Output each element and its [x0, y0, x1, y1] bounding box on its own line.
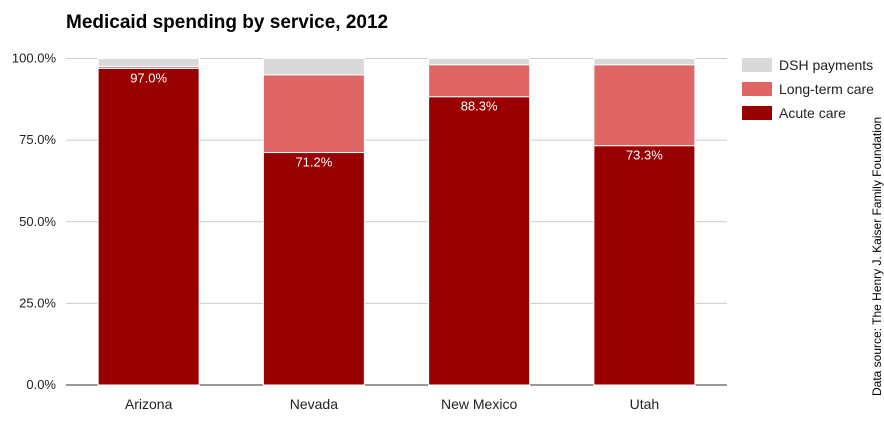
data-label: 97.0% — [130, 70, 167, 85]
y-tick-label: 0.0% — [26, 377, 56, 392]
y-tick-label: 25.0% — [19, 295, 56, 310]
legend-label: Acute care — [779, 105, 846, 121]
bar-segment — [262, 74, 365, 154]
data-label: 88.3% — [461, 99, 498, 114]
chart-title: Medicaid spending by service, 2012 — [66, 12, 389, 33]
y-tick-label: 100.0% — [12, 51, 57, 66]
x-tick-label: Arizona — [125, 396, 173, 412]
bar-segment — [593, 145, 696, 386]
data-label: 73.3% — [626, 148, 663, 163]
x-tick-label: Nevada — [290, 396, 338, 412]
legend-swatch — [742, 58, 772, 72]
legend-swatch — [742, 82, 772, 96]
bar-segment — [97, 58, 200, 67]
bar-segment — [428, 64, 531, 98]
bar-segment — [97, 67, 200, 386]
bar-segment — [593, 64, 696, 147]
bar-segment — [262, 152, 365, 386]
bar-segment — [262, 58, 365, 76]
legend-label: DSH payments — [779, 57, 873, 73]
data-label: 71.2% — [295, 155, 332, 170]
bar-segment — [428, 58, 531, 66]
bar-segment — [428, 96, 531, 386]
y-tick-label: 75.0% — [19, 132, 56, 147]
legend-label: Long-term care — [779, 81, 874, 97]
y-tick-label: 50.0% — [19, 214, 56, 229]
data-source-note: Data source: The Henry J. Kaiser Family … — [870, 116, 884, 396]
legend-swatch — [742, 106, 772, 120]
x-tick-label: Utah — [630, 396, 660, 412]
bar-segment — [593, 58, 696, 66]
x-tick-label: New Mexico — [441, 396, 517, 412]
